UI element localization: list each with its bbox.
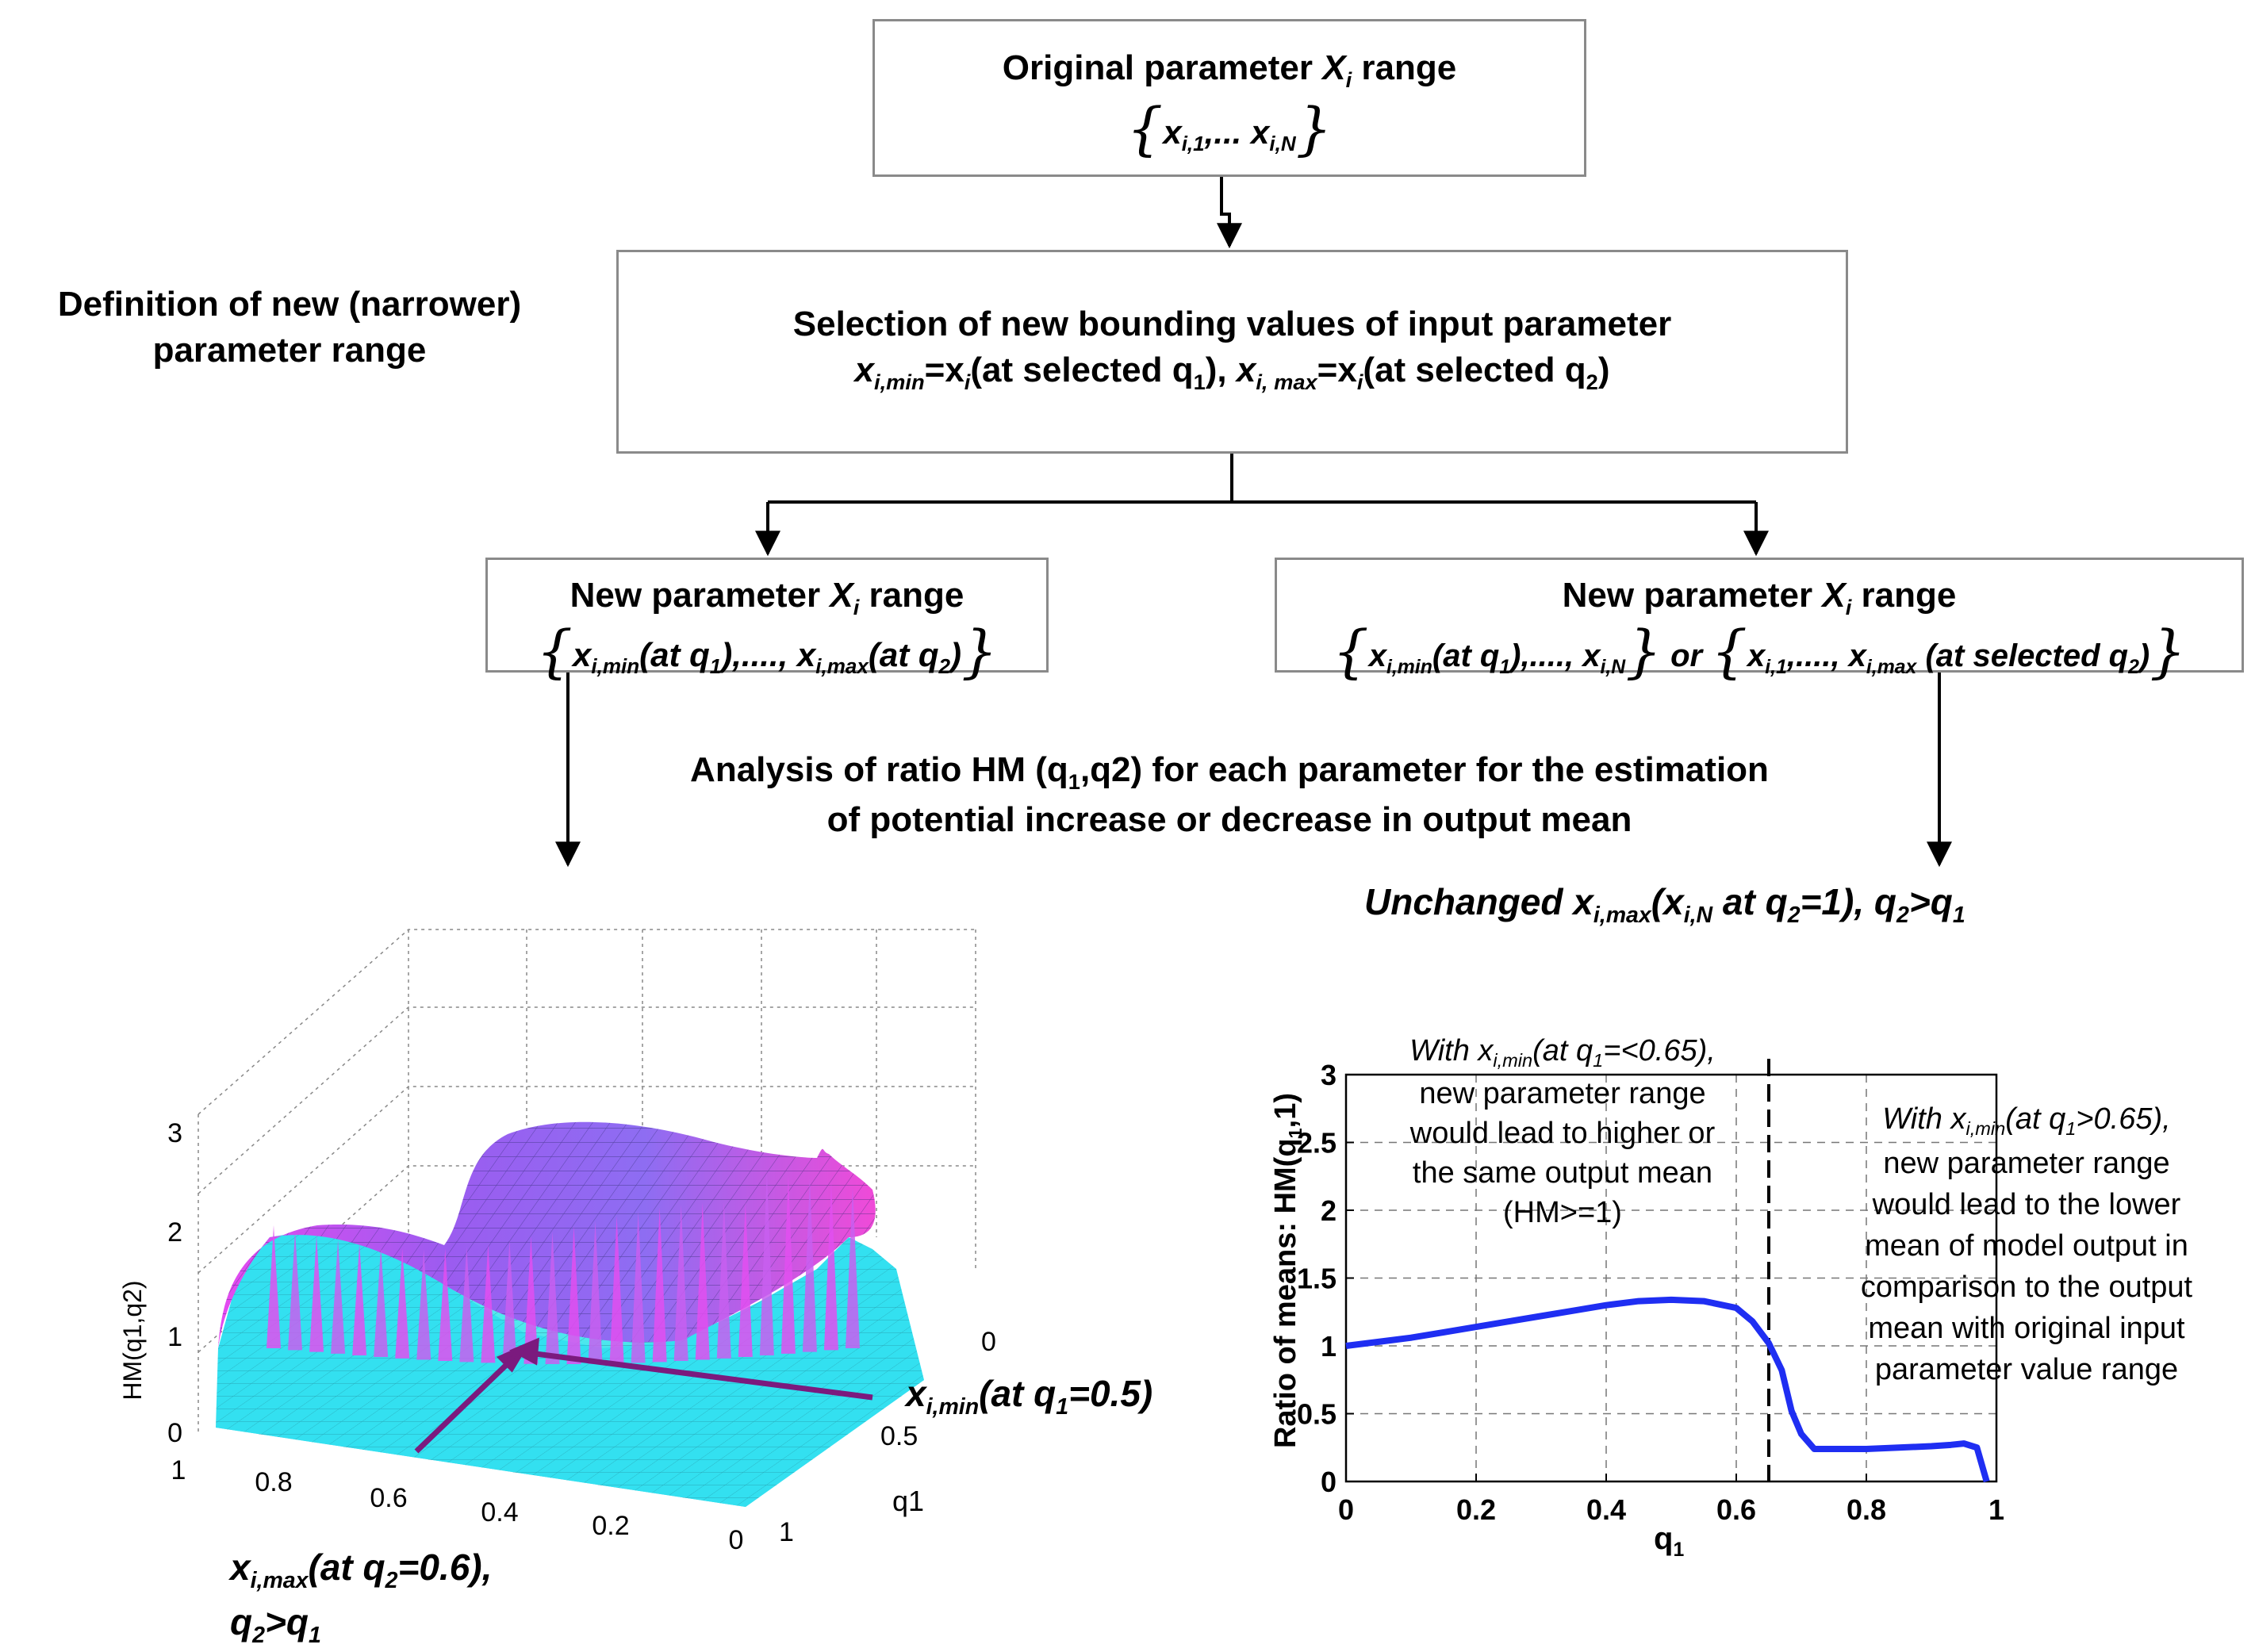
x-tick-label: 1 [1988,1493,2004,1526]
x-tick: 0 [729,1525,744,1555]
chart-series [1345,1296,1990,1483]
surface-spike [673,1204,688,1362]
chart-grid [1346,1075,1996,1481]
surface-spike [738,1202,753,1357]
annotation-xi-max: xi,max(at q2=0.6), q2>q1 [230,1547,493,1648]
new-range-left-set: {xi,min(at q1),...., xi,max(at q2)} [536,618,998,684]
unchanged-text: Unchanged xi,max(xi,N at q2=1), q2>q1 [1364,881,1965,928]
surface-spike [823,1182,838,1351]
original-range-box: Original parameter Xi range {xi,1,... xi… [872,19,1586,177]
arrow-top-to-mid [1217,177,1242,249]
surface-spike [566,1225,581,1364]
chart-y-label: Ratio of means: HM(q1,1) [1269,1092,1306,1449]
surface-y-ticks: 0 0.5 1 [779,1327,996,1547]
surface-spike [395,1248,410,1359]
surface-spike [288,1230,303,1351]
surface-spike [416,1248,431,1360]
series-line [1345,1296,1990,1483]
definition-label: Definition of new (narrower) parameter r… [57,285,522,370]
y-tick-label: 0.5 [1297,1398,1337,1431]
x-tick: 0.4 [481,1497,518,1527]
original-range-title: Original parameter Xi range [1002,48,1457,92]
surface-spike [523,1236,539,1364]
y-tick: 1 [779,1517,794,1547]
surface-x-ticks: 1 0.8 0.6 0.4 0.2 0 [171,1455,744,1555]
x-tick-label: 0.4 [1586,1493,1626,1526]
annotation-xi-min: xi,min(at q1=0.5) [906,1373,1153,1420]
z-tick: 2 [167,1217,182,1248]
purple-arrows [414,1337,873,1454]
y-tick-label: 2.5 [1297,1127,1337,1159]
y-tick-label: 2 [1321,1194,1337,1227]
surface-spike [695,1202,710,1360]
surface-y-label: q1 [892,1485,924,1517]
surface-spike [716,1202,731,1359]
x-tick: 0.8 [255,1467,292,1497]
new-range-right-box: New parameter Xi range {xi,min(at q1),..… [1275,558,2244,684]
surface-spikes [267,1171,860,1364]
surface-spike [352,1244,367,1355]
z-tick: 3 [167,1118,182,1148]
surface-z-ticks: 0 1 2 3 [167,1118,182,1448]
surface-spike [545,1231,560,1364]
surface-spike [759,1171,774,1355]
z-tick: 0 [167,1418,182,1448]
surface-spike [588,1221,603,1364]
surface-spike [331,1240,346,1354]
surface-spike [652,1207,667,1363]
new-range-right-title: New parameter Xi range [1562,576,1957,619]
selection-formula: xi,min=xi(at selected q1), xi, max=xi(at… [854,351,1610,394]
new-range-left-box: New parameter Xi range {xi,min(at q1),..… [485,558,1049,684]
y-tick-label: 0 [1321,1466,1337,1498]
y-tick: 0.5 [880,1421,918,1451]
annotation-right: With xi,min(at q1>0.65), new parameter r… [1860,1102,2193,1386]
surface-spike [631,1211,646,1363]
x-tick-label: 0.2 [1456,1493,1496,1526]
x-tick-label: 0 [1338,1493,1354,1526]
annotation-left: With xi,min(at q1=<0.65), new parameter … [1409,1034,1716,1229]
new-range-left-title: New parameter Xi range [570,576,965,619]
original-range-set: {xi,1,... xi,N} [1126,95,1333,162]
chart-y-ticks: 0 0.5 1 1.5 2 2.5 3 [1297,1059,1354,1498]
z-tick: 1 [167,1322,182,1352]
surface-spike [502,1240,517,1364]
surface-spike [309,1235,324,1352]
surface-spike [780,1174,796,1354]
y-tick-label: 3 [1321,1059,1337,1091]
surface-spike [846,1186,860,1348]
y-tick: 0 [981,1327,996,1357]
surface-spike [267,1225,281,1348]
chart-x-label: q1 [1654,1521,1685,1561]
x-tick-label: 0.6 [1716,1493,1756,1526]
surface-spike [802,1178,817,1352]
x-tick: 1 [171,1455,186,1485]
y-tick-label: 1.5 [1297,1263,1337,1295]
analysis-text: Analysis of ratio HM (q1,q2) for each pa… [690,750,1769,839]
surface-spike [438,1248,453,1362]
surface-spike [374,1246,389,1357]
surface-spike [459,1247,474,1363]
x-tick: 0.2 [592,1511,629,1541]
surface-spike [481,1244,496,1363]
surface-spike [609,1215,624,1364]
y-tick-label: 1 [1321,1330,1337,1363]
selection-box: Selection of new bounding values of inpu… [616,250,1848,454]
surface-z-label: HM(q1,q2) [118,1280,147,1400]
x-tick-label: 0.8 [1847,1493,1886,1526]
new-range-right-set: {xi,min(at q1),...., xi,N} or {xi,1,....… [1332,618,2187,684]
chart-x-ticks: 0 0.2 0.4 0.6 0.8 1 [1338,1474,2004,1526]
selection-title: Selection of new bounding values of inpu… [792,305,1672,343]
x-tick: 0.6 [370,1483,407,1513]
